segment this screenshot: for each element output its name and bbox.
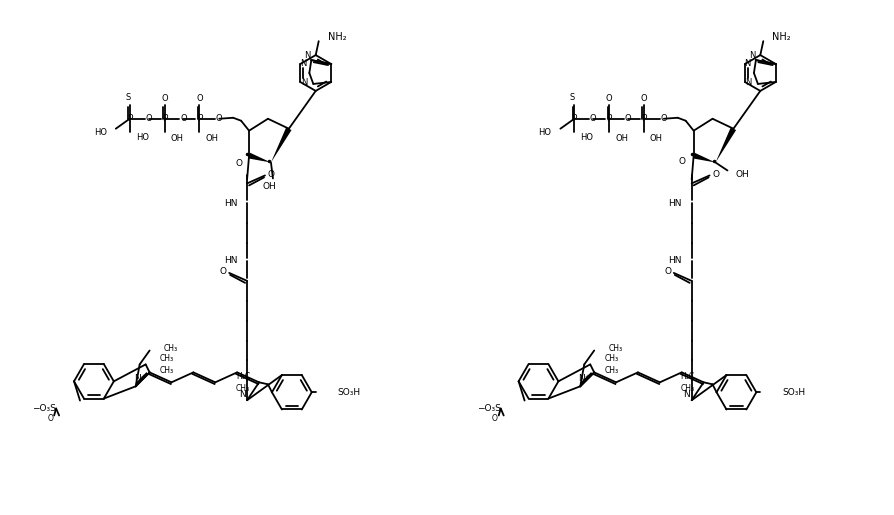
Text: O: O [180,114,187,123]
Text: O: O [640,94,646,104]
Text: H₃C: H₃C [679,372,694,381]
Text: O: O [145,114,152,123]
Text: O: O [624,114,630,123]
Text: CH₃: CH₃ [607,344,621,353]
Text: −O₃S: −O₃S [32,404,56,413]
Text: O: O [660,114,666,123]
Text: CH₃: CH₃ [159,366,173,375]
Text: O: O [161,94,168,104]
Text: O: O [605,94,611,104]
Text: N: N [300,78,307,88]
Text: HO: HO [579,133,593,142]
Text: O: O [663,267,670,277]
Text: S: S [569,93,574,102]
Text: N: N [745,78,751,88]
Text: P: P [571,114,577,123]
Text: CH₃: CH₃ [164,344,178,353]
Text: N⁺: N⁺ [578,374,589,383]
Text: O: O [47,414,53,423]
Text: SO₃H: SO₃H [781,388,805,397]
Text: OH: OH [614,134,628,143]
Text: SO₃H: SO₃H [337,388,360,397]
Text: CH₃: CH₃ [603,366,618,375]
Text: OH: OH [649,134,662,143]
Text: N: N [744,59,750,67]
Text: HN: HN [224,256,237,265]
Text: N: N [748,50,755,60]
Text: O: O [492,414,497,423]
Text: O: O [267,170,274,179]
Text: OH: OH [262,182,275,191]
Text: CH₃: CH₃ [159,354,173,363]
Text: P: P [127,114,132,123]
Text: −O₃S: −O₃S [477,404,500,413]
Text: CH₃: CH₃ [679,384,694,393]
Text: OH: OH [735,170,748,179]
Polygon shape [714,127,735,163]
Text: N: N [682,390,689,399]
Text: P: P [640,114,645,123]
Text: O: O [215,114,223,123]
Polygon shape [271,127,291,163]
Text: NH₂: NH₂ [327,32,346,42]
Polygon shape [248,153,271,163]
Text: OH: OH [205,134,218,143]
Text: O: O [219,267,226,277]
Text: S: S [125,93,131,102]
Text: O: O [235,159,242,168]
Text: O: O [712,170,718,179]
Text: CH₃: CH₃ [236,384,249,393]
Text: HN: HN [668,256,681,265]
Text: HN: HN [224,199,237,208]
Text: HO: HO [538,128,551,137]
Text: N⁺: N⁺ [134,374,145,383]
Text: N: N [304,50,310,60]
Text: N: N [299,59,306,67]
Text: CH₃: CH₃ [603,354,618,363]
Text: P: P [162,114,167,123]
Text: O: O [589,114,596,123]
Text: HO: HO [136,133,148,142]
Text: P: P [197,114,202,123]
Text: HN: HN [668,199,681,208]
Text: N: N [239,390,245,399]
Text: OH: OH [171,134,183,143]
Text: O: O [678,157,685,166]
Text: H₃C: H₃C [236,372,249,381]
Text: HO: HO [94,128,106,137]
Text: NH₂: NH₂ [772,32,790,42]
Polygon shape [692,153,714,163]
Text: O: O [196,94,202,104]
Text: P: P [606,114,611,123]
